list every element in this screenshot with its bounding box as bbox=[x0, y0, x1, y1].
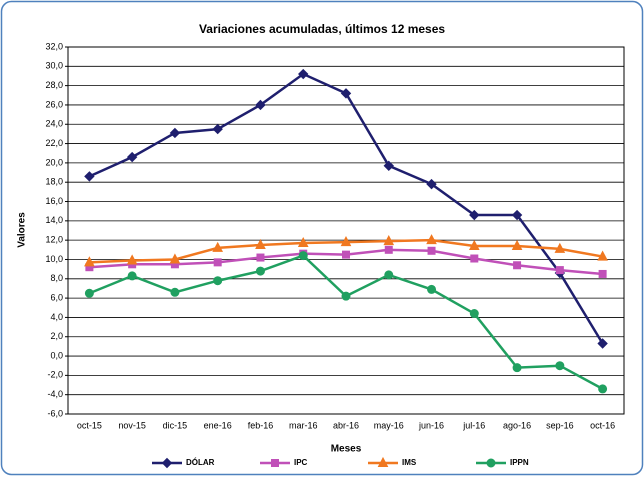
x-tick-label: mar-16 bbox=[289, 420, 318, 430]
y-tick-label: 20,0 bbox=[45, 157, 63, 167]
data-point bbox=[469, 309, 479, 319]
legend-label: IPC bbox=[294, 458, 308, 467]
data-point bbox=[555, 266, 564, 275]
data-point bbox=[126, 254, 138, 265]
x-tick-label: ago-16 bbox=[503, 420, 531, 430]
data-point bbox=[383, 160, 394, 171]
x-tick-label: may-16 bbox=[374, 420, 404, 430]
data-point bbox=[426, 234, 437, 245]
data-point bbox=[255, 238, 266, 249]
y-tick-label: -6,0 bbox=[47, 408, 63, 418]
data-point bbox=[470, 254, 479, 263]
plot-area bbox=[67, 46, 625, 415]
data-point bbox=[511, 209, 523, 221]
legend-label: IPPN bbox=[510, 458, 529, 467]
data-point bbox=[554, 242, 566, 253]
data-point bbox=[597, 338, 608, 349]
data-point bbox=[170, 287, 180, 297]
y-tick-label: 2,0 bbox=[50, 331, 63, 341]
data-point bbox=[213, 258, 222, 267]
data-point bbox=[512, 363, 522, 373]
y-tick-label: 6,0 bbox=[50, 292, 63, 302]
y-tick-label: 30,0 bbox=[45, 61, 63, 71]
data-point bbox=[297, 236, 309, 248]
x-tick-label: oct-16 bbox=[590, 420, 615, 430]
x-tick-label: sep-16 bbox=[546, 420, 574, 430]
data-point bbox=[555, 361, 565, 371]
x-tick-label: dic-15 bbox=[163, 420, 188, 430]
y-tick-label: 16,0 bbox=[45, 196, 63, 206]
data-point bbox=[513, 261, 522, 270]
data-point bbox=[255, 99, 266, 111]
legend-label: DÓLAR bbox=[186, 458, 215, 467]
y-tick-label: 24,0 bbox=[45, 119, 63, 129]
y-tick-label: 4,0 bbox=[50, 312, 63, 322]
data-point bbox=[340, 236, 352, 247]
data-point bbox=[169, 127, 181, 139]
x-tick-label: ene-16 bbox=[204, 420, 232, 430]
data-point bbox=[126, 151, 138, 163]
data-point bbox=[427, 284, 437, 294]
y-tick-label: 10,0 bbox=[45, 254, 63, 264]
data-point bbox=[384, 270, 394, 280]
x-tick-label: jul-16 bbox=[462, 420, 485, 430]
data-point bbox=[426, 178, 437, 190]
x-tick-label: oct-15 bbox=[77, 420, 102, 430]
y-tick-label: 14,0 bbox=[45, 215, 63, 225]
data-point bbox=[383, 235, 395, 246]
data-point bbox=[84, 288, 94, 298]
data-point bbox=[598, 269, 607, 278]
x-tick-label: nov-15 bbox=[118, 420, 146, 430]
data-point bbox=[212, 241, 224, 252]
y-axis-label: Valores bbox=[17, 212, 28, 248]
data-point bbox=[384, 245, 393, 254]
legend-label: IMS bbox=[402, 458, 417, 467]
data-point bbox=[298, 251, 308, 261]
data-point bbox=[342, 250, 350, 259]
y-tick-label: -4,0 bbox=[47, 389, 63, 399]
data-point bbox=[341, 291, 351, 301]
data-point bbox=[256, 253, 265, 262]
data-point bbox=[212, 123, 223, 135]
y-tick-label: 0,0 bbox=[50, 350, 63, 360]
data-point bbox=[598, 384, 608, 394]
x-tick-label: abr-16 bbox=[333, 420, 359, 430]
y-tick-label: -2,0 bbox=[47, 370, 63, 380]
chart-title: Variaciones acumuladas, últimos 12 meses bbox=[199, 22, 445, 36]
y-tick-label: 18,0 bbox=[45, 177, 63, 187]
y-tick-label: 22,0 bbox=[45, 138, 63, 148]
legend-marker bbox=[161, 457, 173, 469]
data-point bbox=[84, 256, 95, 267]
x-tick-label: jun-16 bbox=[418, 420, 444, 430]
data-point bbox=[84, 171, 95, 182]
data-point bbox=[213, 276, 223, 286]
data-point bbox=[468, 239, 480, 250]
y-tick-label: 28,0 bbox=[45, 80, 63, 90]
y-tick-label: 32,0 bbox=[45, 41, 63, 51]
legend-marker bbox=[486, 458, 496, 468]
x-axis-label: Meses bbox=[331, 444, 362, 455]
y-tick-label: 8,0 bbox=[50, 273, 63, 283]
legend-marker bbox=[271, 459, 279, 467]
y-tick-label: 26,0 bbox=[45, 99, 63, 109]
data-point bbox=[169, 253, 181, 264]
data-point bbox=[127, 271, 137, 281]
data-point bbox=[511, 239, 523, 250]
data-point bbox=[597, 250, 608, 261]
data-point bbox=[340, 88, 352, 99]
data-point bbox=[255, 266, 265, 276]
data-point bbox=[298, 68, 309, 80]
data-point bbox=[469, 209, 480, 221]
x-tick-label: feb-16 bbox=[248, 420, 274, 430]
data-point bbox=[427, 246, 436, 255]
legend-marker bbox=[377, 456, 389, 467]
y-tick-label: 12,0 bbox=[45, 235, 63, 245]
